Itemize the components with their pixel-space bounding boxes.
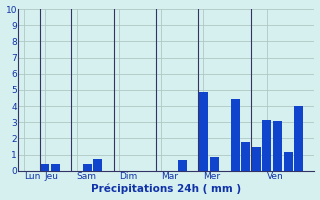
Bar — [231, 99, 240, 171]
Bar — [262, 120, 271, 171]
Bar — [210, 157, 219, 171]
Bar — [83, 164, 92, 171]
Bar — [252, 147, 261, 171]
Bar — [199, 92, 208, 171]
Bar — [241, 142, 250, 171]
Bar — [178, 160, 187, 171]
Bar — [93, 159, 102, 171]
Bar — [273, 121, 282, 171]
Bar — [51, 164, 60, 171]
Bar — [294, 106, 303, 171]
Bar — [284, 152, 292, 171]
Bar — [40, 164, 49, 171]
X-axis label: Précipitations 24h ( mm ): Précipitations 24h ( mm ) — [92, 184, 242, 194]
